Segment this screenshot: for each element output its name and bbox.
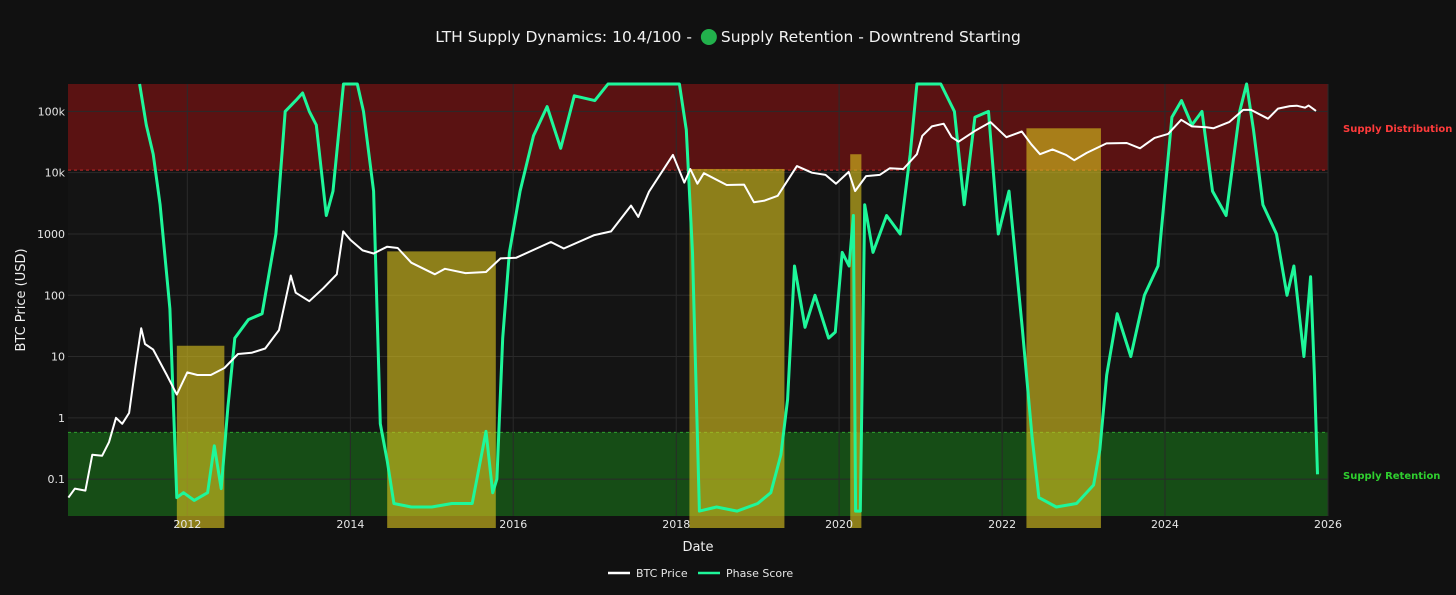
legend: BTC Price Phase Score [608,567,793,580]
zone-band-0 [68,84,1328,171]
x-axis-title: Date [682,540,713,555]
zone-label-0: Supply Distribution [1343,124,1452,135]
y-tick-label-4: 1000 [37,228,65,241]
x-tick-label-6: 2024 [1151,518,1179,531]
legend-label-0: BTC Price [636,567,688,580]
title-prefix: LTH Supply Dynamics: 10.4/100 - [435,28,697,46]
x-tick-label-7: 2026 [1314,518,1342,531]
x-tick-label-3: 2018 [662,518,690,531]
series-lines [67,82,1319,513]
y-tick-label-6: 100k [38,105,66,118]
series-line-phase-score [138,82,1319,513]
legend-label-1: Phase Score [726,567,793,580]
y-tick-label-5: 10k [45,167,66,180]
y-axis-title: BTC Price (USD) [14,248,29,351]
zone-label-1: Supply Retention [1343,471,1440,482]
highlight-period-2 [689,168,785,528]
x-tick-label-1: 2014 [336,518,364,531]
title-status: Supply Retention - Downtrend Starting [721,28,1021,46]
highlight-period-0 [176,345,225,528]
x-tick-label-4: 2020 [825,518,853,531]
status-dot-icon [700,29,717,45]
x-tick-label-2: 2016 [499,518,527,531]
y-tick-label-0: 0.1 [48,473,66,486]
axis-ticks: 0.1 1 10 100 1000 10k 100k 2012 2014 2016 2018 2020… [37,105,1342,531]
x-tick-label-0: 2012 [173,518,201,531]
x-tick-label-5: 2022 [988,518,1016,531]
y-tick-label-2: 10 [51,351,65,364]
series-line-btc-price [67,104,1317,499]
zone-labels: Supply Distribution Supply Retention [1343,124,1452,482]
chart-title: LTH Supply Dynamics: 10.4/100 - ​Supply … [435,28,1021,46]
highlight-period-4 [1026,128,1101,529]
y-tick-label-3: 100 [44,289,65,302]
highlight-period-1 [387,251,496,528]
y-tick-label-1: 1 [58,412,65,425]
